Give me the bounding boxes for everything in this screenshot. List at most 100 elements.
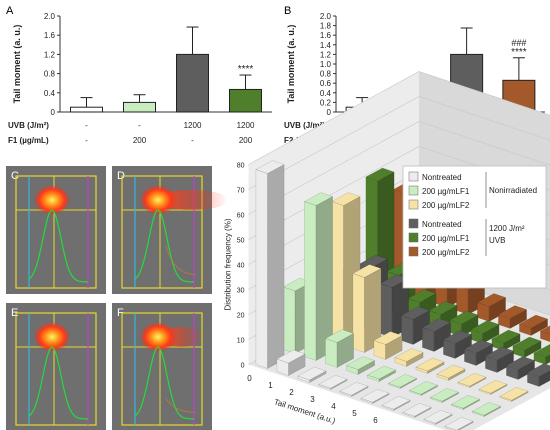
bar-3d	[463, 339, 494, 366]
bar-top-face	[463, 339, 494, 354]
bar-front-face	[331, 201, 344, 346]
bar-top-face	[499, 387, 529, 401]
bar-front-face	[401, 315, 414, 345]
bar-top-face	[366, 365, 397, 380]
legend-swatch	[408, 246, 419, 257]
bar-top-face	[387, 374, 418, 388]
bar-front-face	[456, 285, 469, 315]
panel-label-b: B	[284, 5, 291, 17]
bar-top-face	[429, 388, 460, 402]
bar-3d	[255, 160, 285, 369]
x-tick-label: 3	[310, 395, 315, 404]
bar-front-face	[255, 169, 268, 369]
row-cell: -	[191, 136, 194, 145]
y-tick-label: 0	[241, 363, 245, 370]
legend-entry: 200 µg/mLF1	[422, 187, 470, 196]
comet-head	[140, 322, 176, 352]
y-tick-label: 30	[237, 288, 245, 295]
bar-3d	[444, 417, 474, 430]
y-axis-label: Tail moment (a. u.)	[286, 25, 296, 104]
bar-top-face	[450, 395, 481, 409]
panel-label-d: D	[117, 170, 125, 182]
bar-top-face	[423, 410, 453, 424]
bar-3d	[533, 343, 550, 365]
bar	[70, 106, 103, 113]
y-tick-label: 2.0	[44, 12, 56, 21]
legend-entry: 200 µg/mLF1	[422, 234, 470, 243]
bar-front-face	[304, 201, 317, 361]
panel-label-f: F	[117, 307, 124, 319]
bar-3d	[436, 364, 466, 381]
bar-3d	[360, 389, 390, 404]
bar-3d	[408, 381, 439, 396]
bar-side-face	[267, 164, 285, 369]
bar-top-face	[505, 356, 536, 370]
bar-top-face	[421, 318, 452, 332]
y-tick-label: 0.4	[320, 89, 332, 98]
bar-3d	[415, 357, 445, 374]
bar-3d	[318, 375, 348, 390]
bar-top-face	[428, 301, 458, 315]
bar-top-face	[470, 320, 500, 334]
legend-entry: 200 µg/mLF2	[422, 201, 470, 210]
bar-top-face	[360, 389, 390, 403]
significance-marker: ###	[511, 38, 526, 48]
x-tick-label: 4	[331, 402, 336, 411]
x-tick-label: 0	[247, 374, 252, 383]
y-tick-label: 0.2	[320, 98, 332, 107]
bar-top-face	[457, 373, 487, 387]
bar-3d	[539, 325, 550, 342]
y-tick-label: 20	[237, 313, 245, 320]
significance-marker: ****	[238, 64, 254, 75]
tail-profile-curve	[165, 245, 197, 276]
y-axis-label: Distribution frequency (%)	[224, 218, 233, 310]
bar-top-face	[444, 417, 474, 430]
bar-top-face	[471, 402, 502, 416]
gridline	[248, 71, 550, 165]
legend-swatch	[408, 185, 419, 196]
legend-swatch	[408, 232, 419, 243]
row-cell: 200	[133, 136, 147, 145]
bar-top-face	[339, 382, 369, 396]
significance-marker: ****	[511, 47, 527, 58]
y-tick-label: 60	[237, 213, 245, 220]
comet-panel-e: E	[6, 303, 106, 430]
legend: Nontreated 200 µg/mLF1 200 µg/mLF2 Nontreat…	[402, 165, 547, 289]
y-tick-label: 10	[237, 338, 245, 345]
comet-frame	[15, 312, 97, 426]
bar-top-face	[476, 293, 507, 307]
bar-top-face	[303, 192, 334, 206]
bar-3d	[345, 356, 376, 375]
gridline	[248, 96, 550, 190]
bar	[123, 101, 156, 113]
comet-head	[34, 322, 70, 352]
legend-swatch	[408, 218, 419, 229]
y-tick-label: 70	[237, 188, 245, 195]
bar-top-face	[318, 375, 348, 389]
y-tick-label: 1.0	[320, 60, 332, 69]
comet-background	[6, 303, 106, 430]
bar-3d	[449, 310, 479, 337]
bar-front-face	[352, 273, 365, 353]
bar-top-face	[442, 330, 473, 344]
bar-3d	[526, 363, 550, 387]
bar-top-face	[484, 346, 515, 361]
comet-panel-c: C	[6, 166, 106, 294]
bar-top-face	[352, 264, 382, 278]
intensity-profile-curve	[28, 346, 88, 420]
row-label: UVB (J/m²)	[8, 121, 49, 130]
row-cell: 1200	[237, 121, 255, 130]
bar-top-face	[497, 305, 528, 319]
x-tick-label: 1	[268, 381, 273, 390]
bar-3d	[373, 331, 403, 360]
bar-3d	[303, 192, 334, 361]
panel-label-e: E	[11, 307, 18, 319]
bar-top-face	[491, 329, 521, 344]
legend-entry: Nontreated	[422, 173, 462, 182]
comet-background	[6, 166, 106, 294]
bar-top-face	[402, 403, 432, 417]
row-cell: -	[138, 121, 141, 130]
bar-3d	[442, 330, 473, 359]
y-axis-label: Tail moment (a. u.)	[12, 25, 22, 104]
